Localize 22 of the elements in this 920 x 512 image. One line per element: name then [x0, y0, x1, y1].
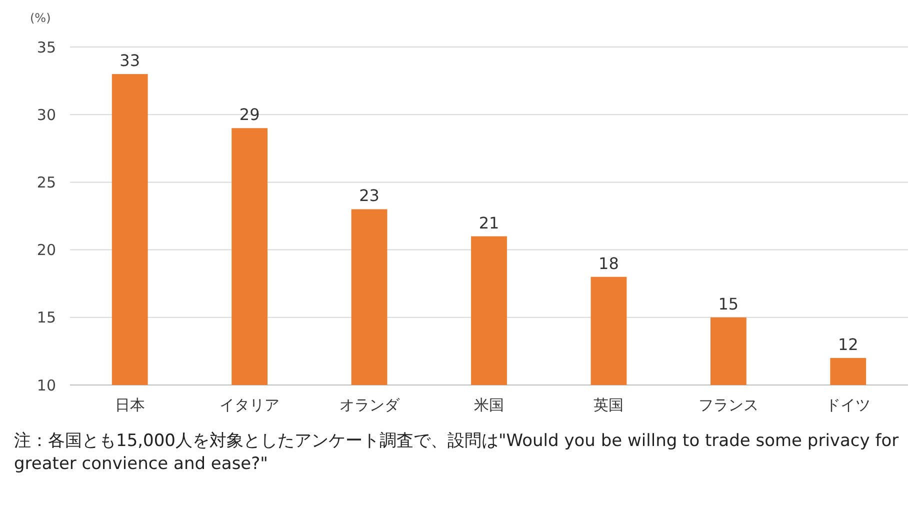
x-tick-label: 日本 — [114, 396, 145, 414]
y-tick-label: 35 — [36, 38, 56, 56]
x-tick-label: 英国 — [594, 396, 624, 414]
y-tick-label: 25 — [36, 173, 56, 192]
x-tick-label: イタリア — [220, 396, 280, 414]
y-tick-label: 30 — [36, 106, 56, 124]
y-tick-label: 10 — [36, 376, 56, 394]
data-label: 21 — [478, 213, 500, 232]
data-label: 12 — [838, 334, 858, 354]
x-tick-label: オランダ — [339, 396, 400, 414]
text: 注：各国とも15,000人を対象としたアンケート調査で、設問は"Would you be willng to trade some privacy for greater convience and ease?" — [14, 430, 900, 476]
data-label: 29 — [239, 105, 260, 124]
y-axis-title: (%) — [30, 11, 51, 25]
data-label: 23 — [359, 186, 380, 206]
x-tick-label: ドイツ — [826, 396, 871, 414]
data-label: 15 — [718, 294, 739, 314]
data-label: 33 — [120, 51, 140, 70]
data-label: 18 — [598, 254, 619, 273]
y-tick-label: 20 — [36, 241, 56, 260]
x-tick-label: 米国 — [474, 396, 504, 414]
y-tick-label: 15 — [36, 308, 56, 327]
x-tick-label: フランス — [698, 396, 758, 414]
